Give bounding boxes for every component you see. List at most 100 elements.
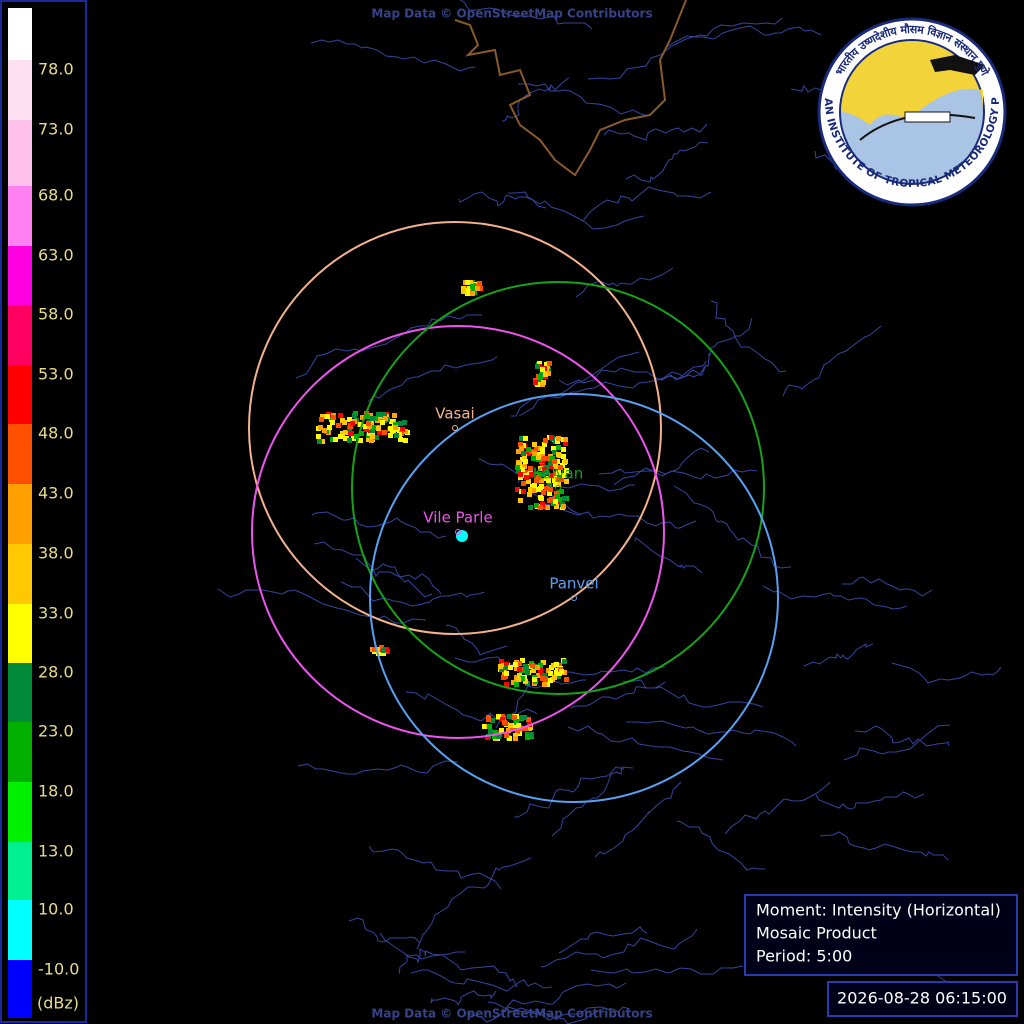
echo-cell	[524, 665, 529, 670]
river	[710, 300, 787, 373]
river	[410, 969, 553, 992]
echo-cell	[553, 464, 558, 469]
echo-cell	[545, 505, 550, 510]
echo-cell	[556, 500, 561, 505]
echo-cell	[517, 661, 522, 666]
echo-cell	[532, 488, 537, 493]
colorbar-label: 18.0	[38, 782, 74, 801]
echo-cell	[544, 362, 549, 367]
colorbar-segment	[8, 722, 32, 782]
echo-cell	[370, 428, 375, 433]
echo-cell	[360, 415, 365, 420]
echo-cell	[516, 461, 521, 466]
echo-cell	[541, 660, 546, 665]
timestamp: 2026-08-28 06:15:00	[837, 989, 1007, 1008]
echo-cell	[507, 736, 512, 741]
echo-cell	[553, 471, 558, 476]
river	[854, 725, 950, 747]
colorbar-label: 10.0	[38, 900, 74, 919]
echo-cell	[501, 663, 506, 668]
river	[348, 917, 421, 944]
echo-cell	[542, 467, 547, 472]
river	[843, 724, 951, 761]
echo-cell	[535, 364, 540, 369]
echo-cell	[347, 417, 352, 422]
river	[458, 191, 547, 209]
echo-cell	[517, 667, 522, 672]
echo-cell	[555, 467, 560, 472]
echo-cell	[520, 467, 525, 472]
echo-cell	[516, 449, 521, 454]
echo-cell	[554, 504, 559, 509]
river	[295, 314, 482, 379]
echo-cell	[526, 717, 531, 722]
echo-cell	[541, 472, 546, 477]
river	[598, 447, 710, 475]
echo-cell	[350, 421, 355, 426]
echo-cell	[499, 667, 504, 672]
echo-cell	[547, 361, 552, 366]
echo-cell	[540, 676, 545, 681]
river	[664, 25, 822, 49]
river	[445, 624, 508, 656]
echo-cell	[504, 662, 509, 667]
colorbar-label: 58.0	[38, 305, 74, 324]
river	[676, 820, 765, 871]
river	[613, 467, 758, 486]
echo-cell	[556, 470, 561, 475]
echo-cell	[519, 436, 524, 441]
echo-cell	[482, 724, 487, 729]
range-ring	[369, 393, 779, 803]
echo-cell	[538, 379, 543, 384]
echo-cell	[531, 456, 536, 461]
echo-cell	[538, 663, 543, 668]
echo-cell	[507, 714, 512, 719]
colorbar-segment	[8, 663, 32, 722]
echo-cell	[562, 659, 567, 664]
river	[518, 83, 646, 116]
colorbar-segment	[8, 246, 32, 305]
colorbar-segment	[8, 544, 32, 604]
echo-cell	[499, 659, 504, 664]
colorbar-segment	[8, 604, 32, 663]
echo-cell	[393, 425, 398, 430]
echo-cell	[547, 498, 552, 503]
echo-cell	[555, 459, 560, 464]
attribution: Map Data © OpenStreetMap Contributors	[371, 7, 652, 21]
river	[405, 691, 538, 722]
echo-cell	[541, 380, 546, 385]
echo-cell	[532, 677, 537, 682]
echo-cell	[378, 416, 383, 421]
colorbar: 78.0 73.0 68.0 63.0 58.0 53.0 48.0 43.0 38.0 33.0…	[8, 8, 79, 1018]
echo-cell	[528, 466, 533, 471]
echo-cell	[556, 482, 561, 487]
colorbar-label: 68.0	[38, 186, 74, 205]
river	[459, 0, 593, 30]
river	[603, 123, 708, 141]
echo-cell	[393, 422, 398, 427]
echo-cell	[529, 449, 534, 454]
echo-cell	[394, 433, 399, 438]
echo-cell	[551, 446, 556, 451]
echo-cell	[370, 434, 375, 439]
echo-cell	[503, 674, 508, 679]
echo-cell	[317, 439, 322, 444]
river	[558, 926, 648, 954]
river	[430, 990, 497, 1007]
echo-cell	[398, 437, 403, 442]
echo-cell	[508, 723, 513, 728]
echo-cell	[367, 424, 372, 429]
echo-cell	[368, 413, 373, 418]
echo-cell	[532, 483, 537, 488]
echo-cell	[556, 445, 561, 450]
echo-cell	[534, 478, 539, 483]
echo-cell	[508, 665, 513, 670]
river	[567, 725, 724, 761]
echo-cell	[377, 430, 382, 435]
colorbar-unit: (dBz)	[37, 994, 79, 1013]
echo-cell	[537, 361, 542, 366]
echo-cell	[528, 725, 533, 730]
echo-cell	[549, 464, 554, 469]
echo-cell	[379, 645, 384, 650]
echo-cell	[366, 421, 371, 426]
